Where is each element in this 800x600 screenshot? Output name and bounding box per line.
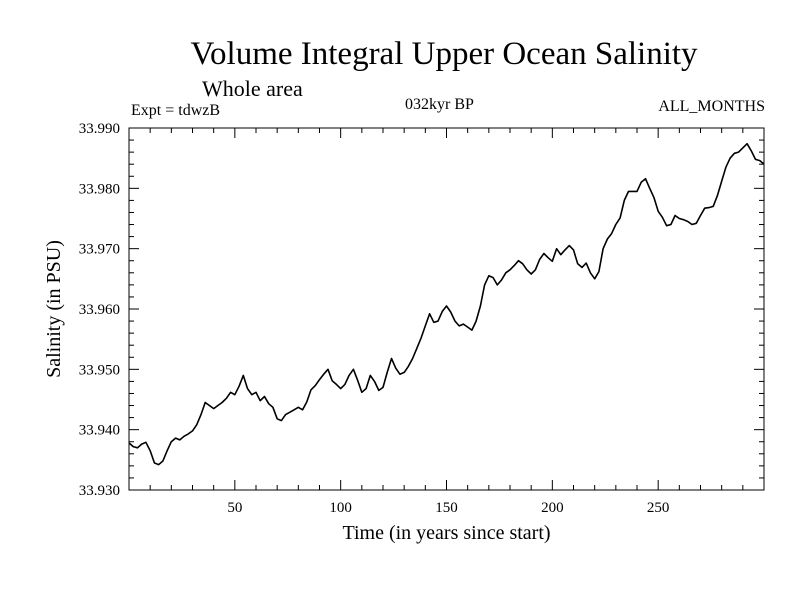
minor-ticks bbox=[129, 128, 764, 490]
y-tick-label: 33.930 bbox=[79, 483, 120, 499]
y-axis-label: Salinity (in PSU) bbox=[43, 240, 65, 378]
x-tick-label: 150 bbox=[435, 500, 458, 516]
y-tick-label: 33.940 bbox=[79, 423, 120, 439]
y-tick-label: 33.980 bbox=[79, 181, 120, 197]
experiment-label: Expt = tdwzB bbox=[131, 102, 221, 119]
x-tick-label: 50 bbox=[227, 500, 242, 516]
x-tick-label: 200 bbox=[541, 500, 564, 516]
x-tick-label: 250 bbox=[647, 500, 670, 516]
period-label: 032kyr BP bbox=[405, 96, 474, 113]
series-layer bbox=[129, 142, 764, 466]
x-axis-label: Time (in years since start) bbox=[342, 522, 550, 544]
major-ticks bbox=[129, 127, 764, 491]
y-tick-label: 33.990 bbox=[79, 121, 120, 137]
series-line-0 bbox=[129, 142, 764, 466]
chart-title: Volume Integral Upper Ocean Salinity bbox=[190, 36, 698, 72]
y-tick-label: 33.960 bbox=[79, 302, 120, 318]
chart-subtitle: Whole area bbox=[202, 76, 303, 101]
x-tick-label: 100 bbox=[329, 500, 352, 516]
y-tick-label: 33.970 bbox=[79, 242, 120, 258]
y-tick-labels: 33.930 33.940 33.950 33.960 33.970 33.980 33.9… bbox=[79, 121, 120, 499]
months-label: ALL_MONTHS bbox=[658, 98, 765, 115]
plot-frame bbox=[128, 127, 765, 491]
x-tick-labels: 50 100 150 200 250 bbox=[227, 500, 669, 516]
y-tick-label: 33.950 bbox=[79, 362, 120, 378]
